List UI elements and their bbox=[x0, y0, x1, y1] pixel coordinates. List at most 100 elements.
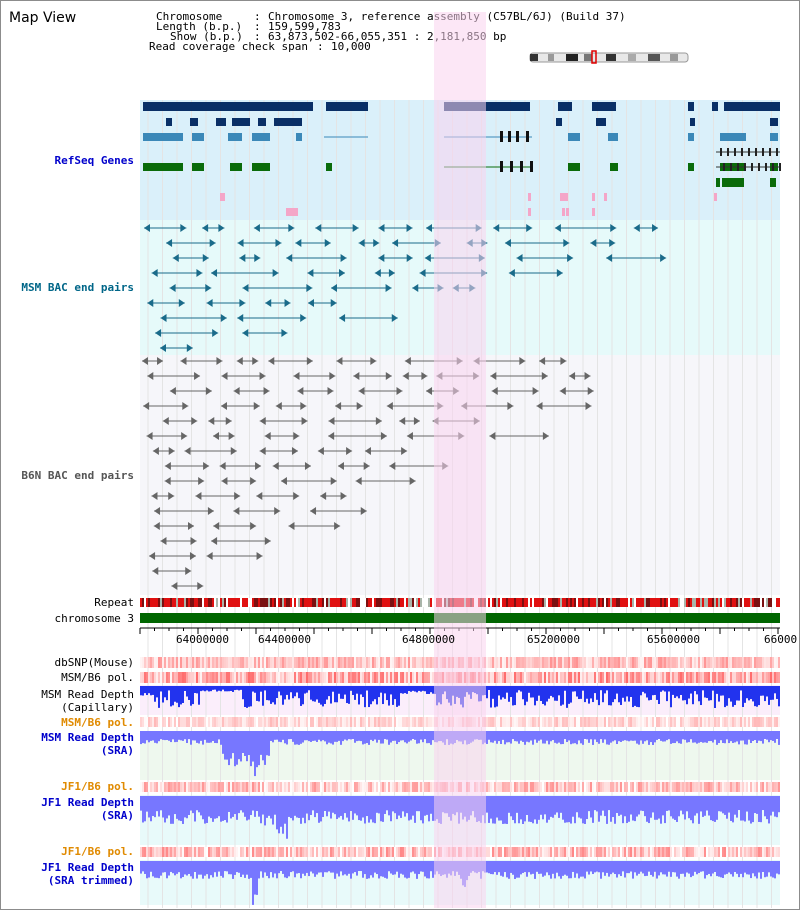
pol-heat-cell bbox=[390, 672, 392, 683]
depth-bar bbox=[562, 731, 564, 745]
pol-heat-cell bbox=[714, 847, 716, 857]
depth-bar bbox=[572, 796, 574, 817]
depth-bar bbox=[348, 686, 350, 704]
pol-heat-cell bbox=[248, 657, 250, 668]
depth-bar bbox=[154, 686, 156, 702]
depth-bar bbox=[194, 731, 196, 741]
depth-bar bbox=[622, 796, 624, 824]
depth-bar bbox=[544, 731, 546, 744]
gene-exon bbox=[568, 163, 580, 171]
depth-bar bbox=[278, 686, 280, 692]
pol-heat-cell bbox=[408, 782, 410, 792]
pol-heat-cell bbox=[246, 717, 248, 727]
depth-bar bbox=[770, 796, 772, 816]
pol-heat-cell bbox=[764, 717, 766, 727]
depth-bar bbox=[514, 796, 516, 824]
pol-heat-cell bbox=[654, 672, 656, 683]
repeat-segment bbox=[218, 598, 220, 607]
pol-heat-cell bbox=[706, 847, 708, 857]
pol-heat-cell bbox=[580, 782, 582, 792]
depth-bar bbox=[496, 731, 498, 744]
pol-heat-cell bbox=[660, 717, 662, 727]
depth-bar bbox=[390, 731, 392, 743]
repeat-segment bbox=[614, 598, 616, 607]
pol-heat-cell bbox=[372, 847, 374, 857]
depth-bar bbox=[776, 731, 778, 740]
repeat-segment bbox=[372, 598, 374, 607]
repeat-segment bbox=[636, 598, 638, 607]
pol-heat-cell bbox=[538, 782, 540, 792]
depth-bar bbox=[162, 686, 164, 703]
depth-bar bbox=[652, 731, 654, 745]
depth-bar bbox=[772, 731, 774, 741]
depth-bar bbox=[616, 686, 618, 694]
pol-heat-cell bbox=[554, 717, 556, 727]
depth-bar bbox=[166, 731, 168, 740]
pol-heat-cell bbox=[652, 717, 654, 727]
pol-heat-cell bbox=[310, 782, 312, 792]
pol-heat-cell bbox=[400, 672, 402, 683]
repeat-segment bbox=[618, 598, 620, 607]
depth-bar bbox=[254, 861, 256, 895]
refseq-track-label[interactable]: RefSeq Genes bbox=[54, 154, 134, 167]
depth-bar bbox=[308, 861, 310, 877]
pol-heat-cell bbox=[406, 782, 408, 792]
pol-heat-cell bbox=[710, 847, 712, 857]
depth-bar bbox=[778, 796, 780, 813]
repeat-segment bbox=[260, 598, 262, 607]
depth-bar bbox=[598, 861, 600, 873]
depth-bar bbox=[204, 861, 206, 876]
pol-heat-cell bbox=[146, 672, 148, 683]
depth-bar bbox=[552, 861, 554, 874]
depth-bar bbox=[486, 731, 488, 744]
depth-bar bbox=[738, 796, 740, 811]
pol-heat-cell bbox=[600, 717, 602, 727]
pol-heat-cell bbox=[620, 847, 622, 857]
repeat-segment bbox=[752, 598, 754, 607]
depth-bar bbox=[354, 686, 356, 700]
depth-bar bbox=[196, 796, 198, 811]
gene-exon bbox=[296, 133, 302, 141]
pol-heat-cell bbox=[522, 657, 524, 668]
depth-bar bbox=[522, 796, 524, 824]
depth-bar bbox=[430, 731, 432, 745]
depth-bar bbox=[258, 861, 260, 879]
pol-heat-cell bbox=[676, 847, 678, 857]
depth-bar bbox=[226, 731, 228, 760]
pol-heat-cell bbox=[496, 717, 498, 727]
msm-bac-track-label[interactable]: MSM BAC end pairs bbox=[21, 281, 134, 294]
b6n-bac-track-label[interactable]: B6N BAC end pairs bbox=[21, 469, 134, 482]
pol-heat-cell bbox=[624, 657, 626, 668]
depth-bar bbox=[230, 731, 232, 759]
depth-bar bbox=[292, 686, 294, 699]
pol-heat-cell bbox=[400, 717, 402, 727]
pol-heat-cell bbox=[282, 847, 284, 857]
depth-bar bbox=[398, 686, 400, 706]
pol-heat-cell bbox=[532, 717, 534, 727]
pol-heat-cell bbox=[166, 657, 168, 668]
pol-heat-cell bbox=[770, 672, 772, 683]
pol-heat-cell bbox=[658, 657, 660, 668]
depth-bar bbox=[736, 861, 738, 874]
depth-bar bbox=[764, 686, 766, 702]
bac-end-left bbox=[569, 372, 576, 380]
depth-bar bbox=[392, 796, 394, 812]
depth-bar bbox=[304, 731, 306, 741]
pol-heat-cell bbox=[524, 672, 526, 683]
depth-bar bbox=[182, 861, 184, 878]
bac-end-right bbox=[370, 357, 377, 365]
repeat-segment bbox=[360, 598, 362, 607]
bac-end-left bbox=[536, 402, 543, 410]
pol-heat-cell bbox=[430, 717, 432, 727]
depth-bar bbox=[602, 686, 604, 703]
pol-heat-cell bbox=[706, 782, 708, 792]
pol-heat-cell bbox=[492, 847, 494, 857]
pol-heat-cell bbox=[178, 657, 180, 668]
pol-heat-cell bbox=[298, 657, 300, 668]
repeat-segment bbox=[290, 598, 292, 607]
depth-bar bbox=[400, 796, 402, 818]
pol-heat-cell bbox=[648, 657, 650, 668]
pol-heat-cell bbox=[532, 672, 534, 683]
depth-bar bbox=[350, 796, 352, 812]
